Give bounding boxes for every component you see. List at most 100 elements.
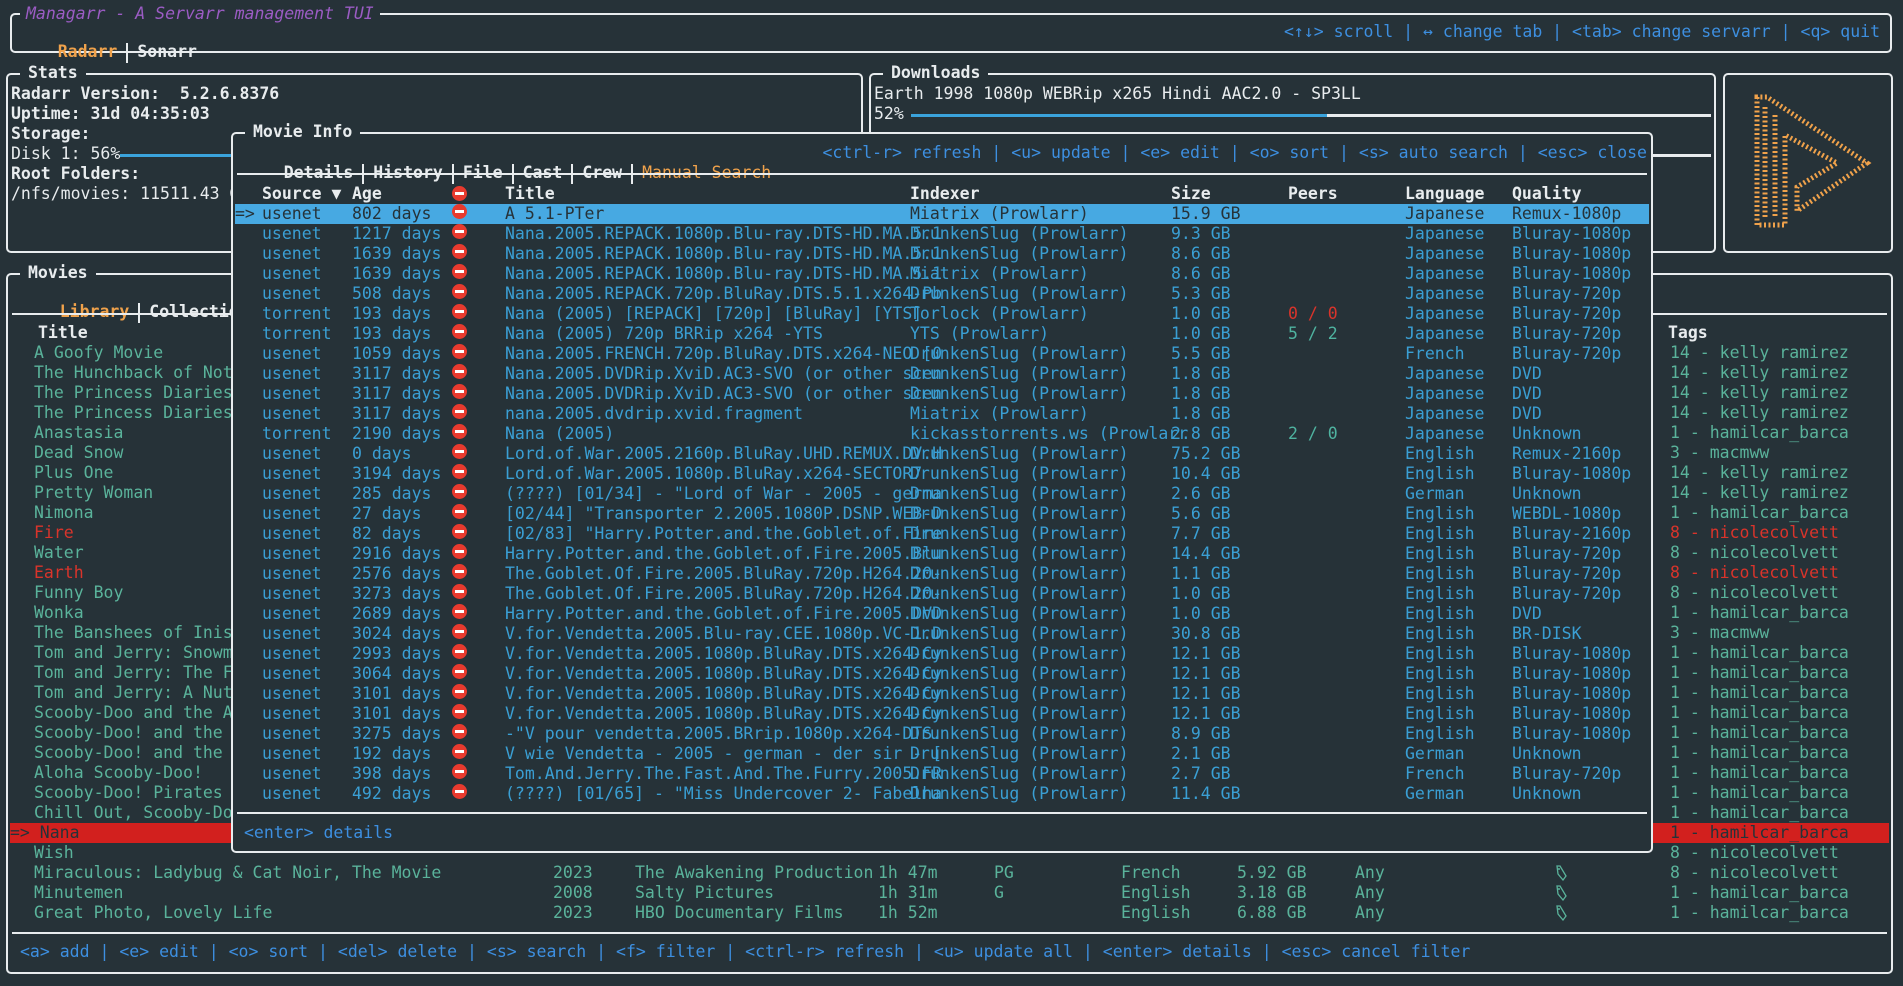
search-result-row[interactable]: usenet 3064 days V.for.Vendetta.2005.1080p… xyxy=(235,664,1649,684)
result-size: 2.6 GB xyxy=(1171,484,1231,503)
tab-sonarr[interactable]: Sonarr xyxy=(137,42,197,61)
search-result-row[interactable]: usenet 82 days [02/83] "Harry.Potter.and.t… xyxy=(235,524,1649,544)
movie-row[interactable]: The Princess Diaries 14 - kelly ramirez xyxy=(10,403,1889,423)
result-language: English xyxy=(1405,544,1475,563)
column-header-size[interactable]: Size xyxy=(1171,184,1211,203)
result-age: 1639 days xyxy=(352,244,442,263)
movie-row[interactable]: Chill Out, Scooby-Doo 1 - hamilcar_barca xyxy=(10,803,1889,823)
tab-manual-search[interactable]: Manual Search xyxy=(642,163,771,182)
movie-row[interactable]: Funny Boy 8 - nicolecolvett xyxy=(10,583,1889,603)
search-result-row[interactable]: torrent 193 days Nana (2005) 720p BRRip x2… xyxy=(235,324,1649,344)
search-result-row[interactable]: usenet 1639 days Nana.2005.REPACK.1080p.Bl… xyxy=(235,244,1649,264)
result-title: V.for.Vendetta.2005.1080p.BluRay.DTS.x26… xyxy=(505,664,943,683)
search-result-row[interactable]: usenet 27 days [02/44] "Transporter 2.2005… xyxy=(235,504,1649,524)
tab-history[interactable]: History xyxy=(373,163,443,182)
result-source: usenet xyxy=(262,364,322,383)
column-header-indexer[interactable]: Indexer xyxy=(910,184,980,203)
tab-cast[interactable]: Cast xyxy=(523,163,563,182)
search-result-row[interactable]: usenet 0 days Lord.of.War.2005.2160p.BluRa… xyxy=(235,444,1649,464)
tab-crew[interactable]: Crew xyxy=(582,163,622,182)
result-size: 15.9 GB xyxy=(1171,204,1241,223)
result-size: 1.0 GB xyxy=(1171,304,1231,323)
search-result-row[interactable]: usenet 1059 days Nana.2005.FRENCH.720p.Blu… xyxy=(235,344,1649,364)
result-quality: Bluray-720p xyxy=(1512,584,1622,603)
movie-row[interactable]: Minutemen 2008 Salty Pictures 1h 31m G Englis… xyxy=(10,883,1889,903)
search-result-row[interactable]: usenet 2916 days Harry.Potter.and.the.Gobl… xyxy=(235,544,1649,564)
result-age: 398 days xyxy=(352,764,432,783)
search-result-row[interactable]: usenet 398 days Tom.And.Jerry.The.Fast.And… xyxy=(235,764,1649,784)
movie-row[interactable]: Scooby-Doo! Pirates A 1 - hamilcar_barca xyxy=(10,783,1889,803)
movie-row[interactable]: Wonka 1 - hamilcar_barca xyxy=(10,603,1889,623)
search-result-row[interactable]: usenet 3101 days V.for.Vendetta.2005.1080p… xyxy=(235,684,1649,704)
result-source: usenet xyxy=(262,524,322,543)
search-result-row[interactable]: usenet 2576 days The.Goblet.Of.Fire.2005.B… xyxy=(235,564,1649,584)
column-header-peers[interactable]: Peers xyxy=(1288,184,1338,203)
search-result-row[interactable]: usenet 1217 days Nana.2005.REPACK.1080p.Bl… xyxy=(235,224,1649,244)
result-indexer: DrunkenSlug (Prowlarr) xyxy=(910,364,1129,383)
search-result-row[interactable]: usenet 3194 days Lord.of.War.2005.1080p.Bl… xyxy=(235,464,1649,484)
search-result-row[interactable]: usenet 2993 days V.for.Vendetta.2005.1080p… xyxy=(235,644,1649,664)
search-result-row[interactable]: usenet 3273 days The.Goblet.Of.Fire.2005.B… xyxy=(235,584,1649,604)
movie-row[interactable]: Wish 8 - nicolecolvett xyxy=(10,843,1889,863)
search-result-row[interactable]: usenet 492 days (????) [01/65] - "Miss Und… xyxy=(235,784,1649,804)
result-age: 3275 days xyxy=(352,724,442,743)
movie-row[interactable]: Great Photo, Lovely Life 2023 HBO Document… xyxy=(10,903,1889,923)
rejected-icon xyxy=(452,244,467,259)
search-result-row[interactable]: usenet 3117 days nana.2005.dvdrip.xvid.fra… xyxy=(235,404,1649,424)
movie-row[interactable]: Anastasia 1 - hamilcar_barca xyxy=(10,423,1889,443)
movie-row[interactable]: Plus One 14 - kelly ramirez xyxy=(10,463,1889,483)
movie-row[interactable]: Scooby-Doo! and the L 1 - hamilcar_barca xyxy=(10,723,1889,743)
search-result-row[interactable]: torrent 2190 days Nana (2005) kickasstorren… xyxy=(235,424,1649,444)
result-age: 3117 days xyxy=(352,384,442,403)
movie-year: 2023 xyxy=(553,863,593,882)
search-result-row[interactable]: usenet 1639 days Nana.2005.REPACK.1080p.Bl… xyxy=(235,264,1649,284)
column-header-quality[interactable]: Quality xyxy=(1512,184,1582,203)
movie-row[interactable]: A Goofy Movie 14 - kelly ramirez xyxy=(10,343,1889,363)
movie-row[interactable]: The Banshees of Inish 3 - macmww xyxy=(10,623,1889,643)
movie-runtime: 1h 47m xyxy=(878,863,938,882)
tab-file[interactable]: File xyxy=(463,163,503,182)
tab-details[interactable]: Details xyxy=(284,163,354,182)
search-result-row[interactable]: usenet 192 days V wie Vendetta - 2005 - ge… xyxy=(235,744,1649,764)
tab-radarr[interactable]: Radarr xyxy=(57,42,118,61)
movie-row[interactable]: Water 8 - nicolecolvett xyxy=(10,543,1889,563)
search-result-row[interactable]: usenet 3117 days Nana.2005.DVDRip.XviD.AC3… xyxy=(235,384,1649,404)
result-language: English xyxy=(1405,644,1475,663)
movie-row[interactable]: Fire 8 - nicolecolvett xyxy=(10,523,1889,543)
movie-profile: Any xyxy=(1355,883,1385,902)
result-source: usenet xyxy=(262,704,322,723)
search-result-row[interactable]: usenet 285 days (????) [01/34] - "Lord of … xyxy=(235,484,1649,504)
root-folders-label: Root Folders: xyxy=(11,164,141,183)
search-result-row[interactable]: usenet 508 days Nana.2005.REPACK.720p.BluR… xyxy=(235,284,1649,304)
movie-row[interactable]: Tom and Jerry: Snowma 1 - hamilcar_barca xyxy=(10,643,1889,663)
movie-title: Scooby-Doo! Pirates A xyxy=(34,783,243,802)
search-result-row[interactable]: usenet 3275 days -"V pour vendetta.2005.BR… xyxy=(235,724,1649,744)
result-source: usenet xyxy=(262,584,322,603)
movie-row[interactable]: Dead Snow 3 - macmww xyxy=(10,443,1889,463)
movie-row[interactable]: Tom and Jerry: A Nutc 1 - hamilcar_barca xyxy=(10,683,1889,703)
result-size: 5.5 GB xyxy=(1171,344,1231,363)
download-name: Earth 1998 1080p WEBRip x265 Hindi AAC2.… xyxy=(874,84,1361,103)
result-size: 1.0 GB xyxy=(1171,584,1231,603)
result-quality: DVD xyxy=(1512,384,1542,403)
rejected-icon xyxy=(452,304,467,319)
movie-row[interactable]: Pretty Woman 14 - kelly ramirez xyxy=(10,483,1889,503)
movie-row[interactable]: Miraculous: Ladybug & Cat Noir, The Movi… xyxy=(10,863,1889,883)
tab-library[interactable]: Library xyxy=(59,302,130,321)
result-source: usenet xyxy=(262,624,322,643)
column-header-age[interactable]: Age xyxy=(352,184,382,203)
search-result-row[interactable]: usenet 3024 days V.for.Vendetta.2005.Blu-r… xyxy=(235,624,1649,644)
search-result-row[interactable]: usenet 3117 days Nana.2005.DVDRip.XviD.AC3… xyxy=(235,364,1649,384)
movie-row[interactable]: Nimona 1 - hamilcar_barca xyxy=(10,503,1889,523)
search-result-row[interactable]: usenet 2689 days Harry.Potter.and.the.Gobl… xyxy=(235,604,1649,624)
movie-row[interactable]: Earth 8 - nicolecolvett xyxy=(10,563,1889,583)
search-result-row[interactable]: usenet 3101 days V.for.Vendetta.2005.1080p… xyxy=(235,704,1649,724)
result-indexer: DrunkenSlug (Prowlarr) xyxy=(910,624,1129,643)
search-result-row[interactable]: torrent 193 days Nana (2005) [REPACK] [720… xyxy=(235,304,1649,324)
column-header-title[interactable]: Title xyxy=(505,184,555,203)
movie-row[interactable]: Aloha Scooby-Doo! 1 - hamilcar_barca xyxy=(10,763,1889,783)
search-result-row[interactable]: => usenet 802 days A 5.1-PTer Miatrix (Prowl… xyxy=(235,204,1649,224)
movie-row[interactable]: The Princess Diaries 14 - kelly ramirez xyxy=(10,383,1889,403)
column-header-language[interactable]: Language xyxy=(1405,184,1485,203)
column-header-source[interactable]: Source ▼ xyxy=(262,184,342,203)
